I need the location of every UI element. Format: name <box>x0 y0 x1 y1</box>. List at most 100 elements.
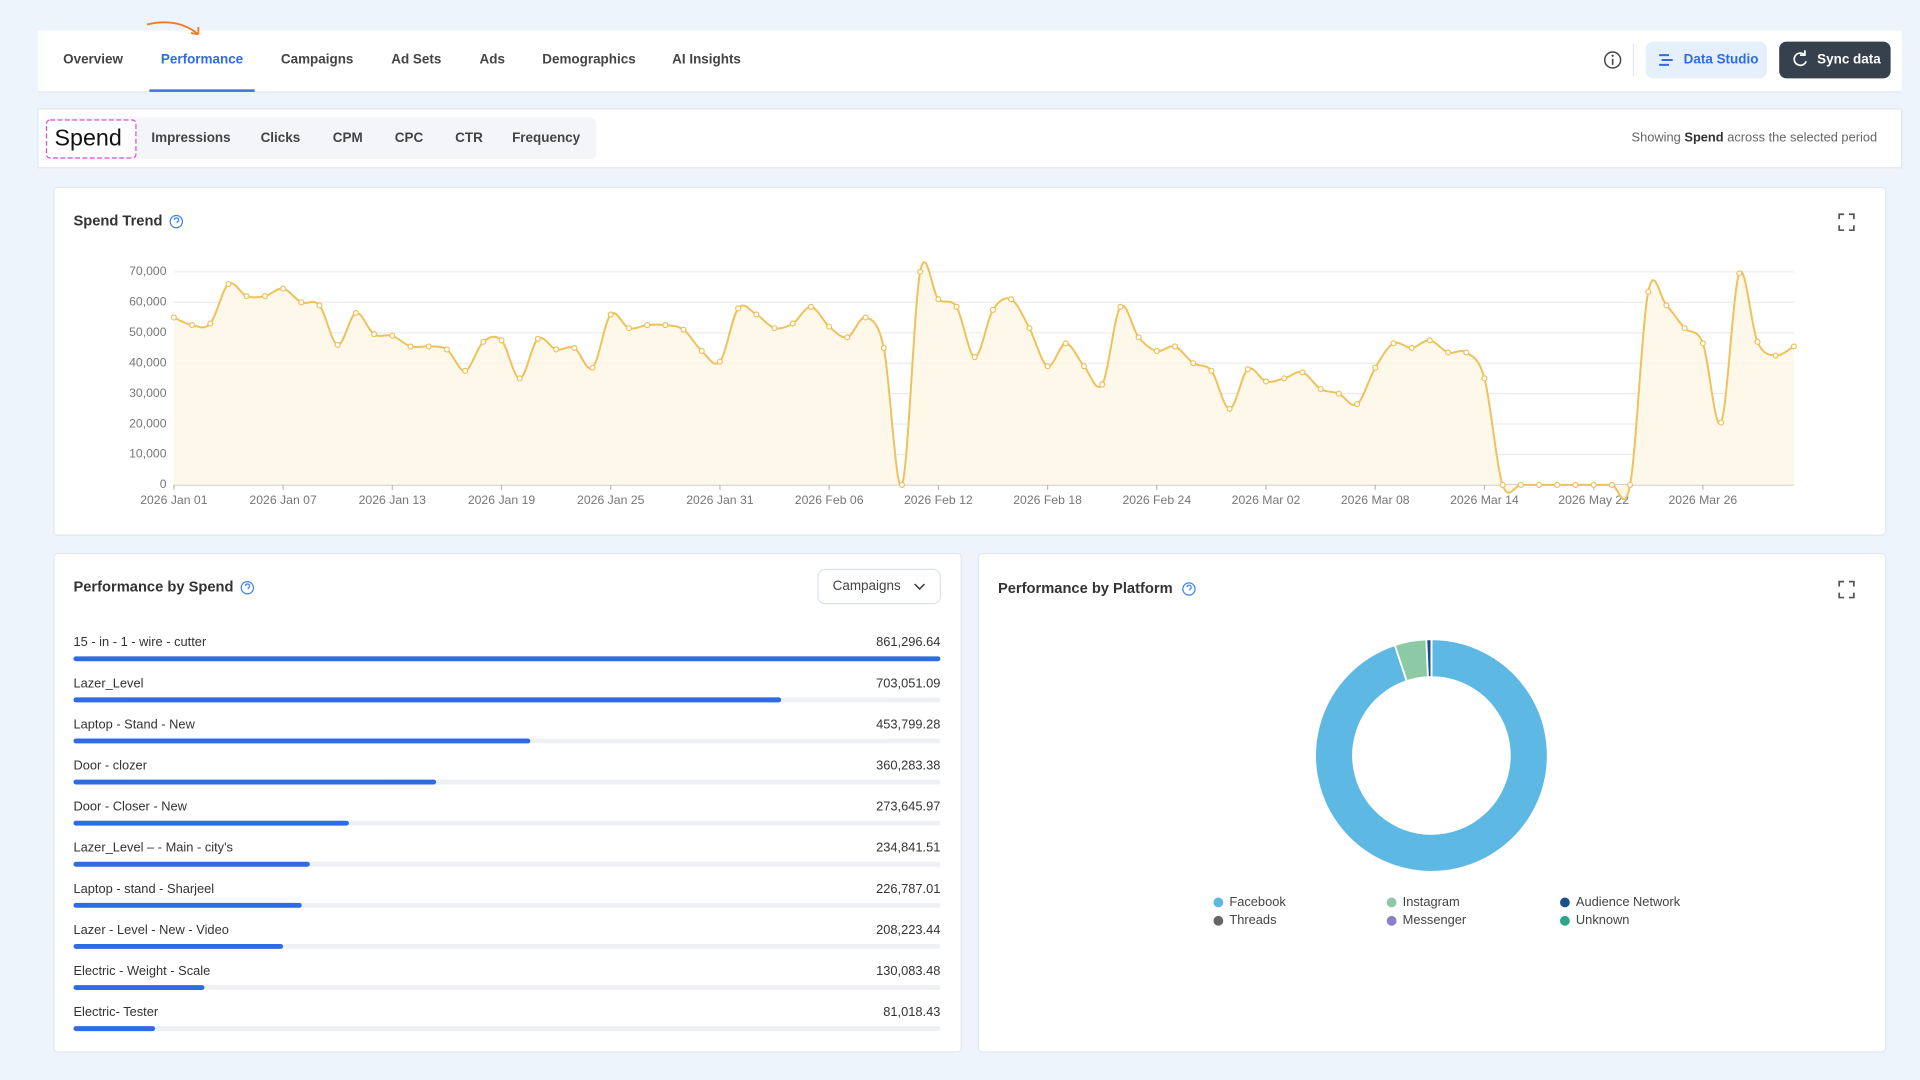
bar-label: Lazer - Level - New - Video <box>73 922 228 937</box>
y-tick-label: 60,000 <box>129 295 167 309</box>
point <box>1299 369 1306 376</box>
point <box>1353 401 1361 408</box>
value-label: 81,018.43 <box>883 1004 940 1019</box>
point <box>862 314 869 321</box>
point <box>1117 303 1124 310</box>
point <box>170 314 177 321</box>
point <box>771 325 778 332</box>
x-tick-label: 2026 Mar 26 <box>1669 493 1738 507</box>
point <box>625 325 632 332</box>
point <box>425 343 432 350</box>
point <box>1044 363 1051 370</box>
bar <box>73 943 284 949</box>
metric-tab[interactable]: Clicks <box>261 130 301 145</box>
bar <box>73 779 437 785</box>
dropdown-label[interactable]: Campaigns <box>833 578 901 593</box>
x-tick-label: 2026 Jan 19 <box>468 493 536 507</box>
button-label[interactable]: Sync data <box>1817 52 1881 67</box>
bar-label: Laptop - Stand - New <box>73 716 195 731</box>
point <box>989 306 997 313</box>
point <box>844 334 851 341</box>
point <box>917 268 924 275</box>
point <box>1444 349 1452 356</box>
info-icon[interactable] <box>1603 51 1622 69</box>
point <box>1335 390 1342 397</box>
header <box>37 30 1902 92</box>
metric-tab[interactable]: Frequency <box>512 130 581 145</box>
point <box>1663 302 1670 309</box>
nav-tab[interactable]: Performance <box>161 52 244 67</box>
nav-tabs: Overview Performance Campaigns Ad Sets Ads De… <box>63 52 741 67</box>
legend-label: Messenger <box>1403 912 1467 927</box>
sync-icon <box>1793 50 1807 67</box>
y-tick-label: 0 <box>160 477 167 491</box>
point <box>826 323 833 330</box>
point <box>880 344 887 351</box>
dropdown[interactable] <box>817 568 942 605</box>
point <box>1062 340 1069 347</box>
y-tick-label: 40,000 <box>129 355 167 369</box>
expand-icons[interactable] <box>1838 213 1855 599</box>
nav-tab[interactable]: Campaigns <box>281 52 354 67</box>
point <box>1626 481 1634 488</box>
data-studio-icon <box>1659 54 1673 66</box>
point <box>443 346 450 353</box>
help-icons <box>169 214 1196 596</box>
point <box>1008 296 1015 303</box>
point <box>1699 340 1706 347</box>
platform-card <box>977 552 1887 1053</box>
point <box>1645 288 1652 295</box>
button-label[interactable]: Data Studio <box>1684 52 1759 67</box>
legend-swatch <box>1386 897 1397 908</box>
chevron <box>914 583 926 591</box>
sync-data-button[interactable] <box>1779 41 1891 79</box>
note-suffix: across the selected period <box>1727 130 1877 145</box>
y-tick-label: 70,000 <box>129 264 167 278</box>
point <box>1681 325 1688 332</box>
point <box>662 322 669 329</box>
value-label: 130,083.48 <box>876 963 940 978</box>
x-tick-label: 2026 Feb 12 <box>904 493 973 507</box>
chart-title: Performance by Spend <box>73 580 233 596</box>
x-tick-label: 2026 Mar 08 <box>1341 493 1410 507</box>
x-tick-label: 2026 Jan 31 <box>686 493 754 507</box>
metric-tab[interactable]: Impressions <box>151 130 230 145</box>
point <box>1718 419 1725 426</box>
point <box>534 335 541 342</box>
legend-swatch <box>1213 897 1224 908</box>
point <box>680 326 687 333</box>
metric-tab[interactable]: CTR <box>455 130 483 145</box>
bar <box>73 656 941 662</box>
point <box>371 331 378 338</box>
point <box>807 303 815 310</box>
bar-label: Electric - Weight - Scale <box>73 963 210 978</box>
area <box>173 262 1794 500</box>
point <box>1153 347 1160 355</box>
value-label: 234,841.51 <box>876 840 940 855</box>
bar-label: Door - Closer - New <box>73 799 187 814</box>
bar <box>73 820 349 826</box>
metric-tab[interactable]: Spend <box>55 125 122 151</box>
legend-label: Unknown <box>1576 912 1630 927</box>
x-tick-label: 2026 Feb 18 <box>1013 493 1082 507</box>
point <box>243 293 250 300</box>
point <box>1754 338 1761 345</box>
nav-tab[interactable]: Ad Sets <box>391 52 441 67</box>
y-tick-label: 30,000 <box>129 386 167 400</box>
y-tick-label: 50,000 <box>129 325 167 339</box>
nav-tab[interactable]: AI Insights <box>672 52 741 67</box>
point <box>571 344 578 351</box>
point <box>789 320 796 327</box>
data-studio-button[interactable] <box>1645 41 1767 79</box>
point <box>698 347 705 355</box>
bar <box>73 738 531 744</box>
bar-track <box>73 1026 941 1032</box>
metric-tab[interactable]: CPM <box>333 130 363 145</box>
bar-track <box>73 985 941 990</box>
metric-tab[interactable]: CPC <box>395 130 424 145</box>
nav-tab[interactable]: Demographics <box>542 52 635 67</box>
nav-tab[interactable]: Overview <box>63 52 123 67</box>
nav-tab[interactable]: Ads <box>480 52 505 67</box>
x-tick-label: 2026 Feb 24 <box>1122 493 1191 507</box>
